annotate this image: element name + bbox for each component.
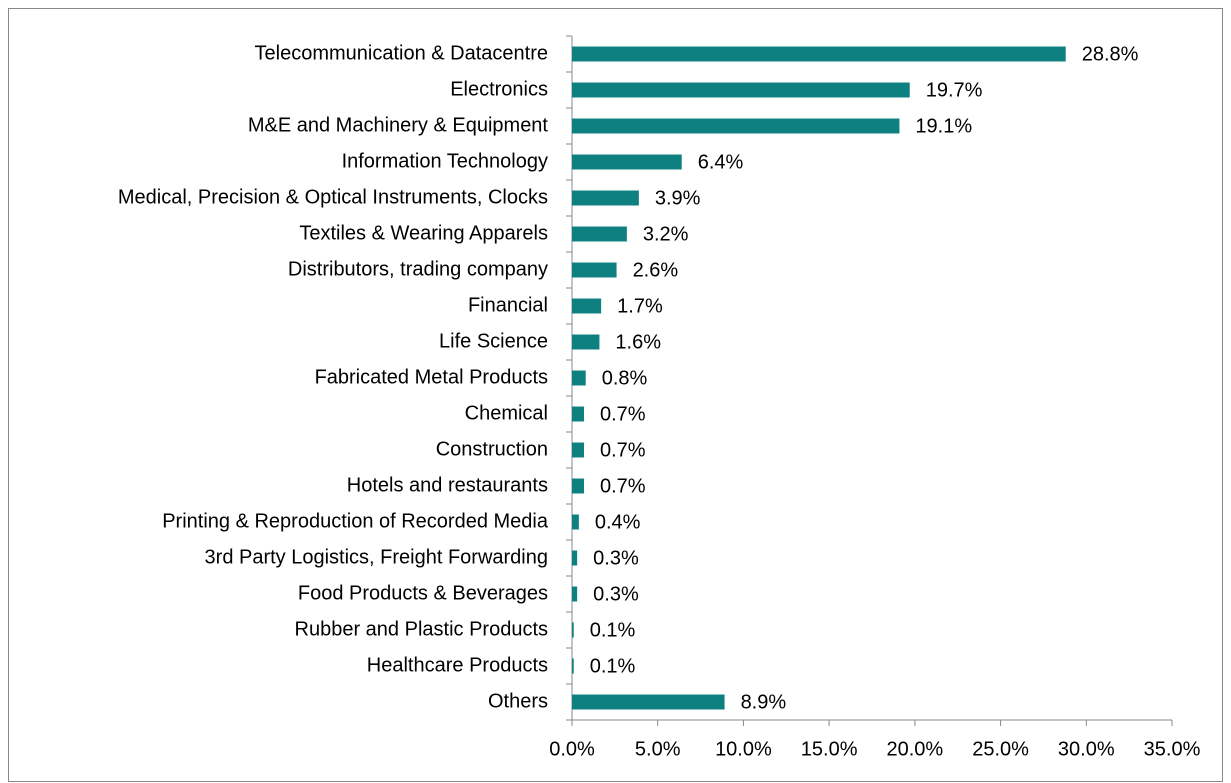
y-tick-label: Food Products & Beverages	[298, 582, 548, 604]
data-label: 0.1%	[590, 655, 636, 677]
bar	[572, 334, 600, 350]
data-label: 3.2%	[643, 223, 689, 245]
bar	[572, 370, 586, 386]
bar	[572, 442, 584, 458]
y-tick-label: Life Science	[439, 330, 548, 352]
bar	[572, 514, 579, 530]
bar	[572, 190, 639, 206]
data-label: 6.4%	[698, 151, 744, 173]
data-label: 0.7%	[600, 403, 646, 425]
bar	[572, 82, 910, 98]
y-tick-label: Financial	[468, 294, 548, 316]
data-label: 2.6%	[633, 259, 679, 281]
data-label: 1.7%	[617, 295, 663, 317]
x-tick-label: 15.0%	[801, 738, 858, 760]
y-tick-label: M&E and Machinery & Equipment	[248, 114, 549, 136]
x-tick-label: 35.0%	[1144, 738, 1201, 760]
y-tick-label: Telecommunication & Datacentre	[255, 42, 548, 64]
data-label: 0.3%	[593, 583, 639, 605]
y-tick-label: Rubber and Plastic Products	[295, 618, 548, 640]
x-tick-label: 0.0%	[549, 738, 595, 760]
x-tick-label: 20.0%	[886, 738, 943, 760]
bar	[572, 478, 584, 494]
x-tick-label: 10.0%	[715, 738, 772, 760]
bar	[572, 406, 584, 422]
x-tick-label: 30.0%	[1058, 738, 1115, 760]
data-label: 0.7%	[600, 439, 646, 461]
data-label: 0.7%	[600, 475, 646, 497]
y-tick-label: Fabricated Metal Products	[315, 366, 548, 388]
data-label: 1.6%	[615, 331, 661, 353]
data-label: 0.8%	[602, 367, 648, 389]
x-tick-label: 5.0%	[635, 738, 681, 760]
y-tick-label: Others	[488, 690, 548, 712]
y-tick-label: Medical, Precision & Optical Instruments…	[118, 186, 548, 208]
bar	[572, 154, 682, 170]
y-tick-label: Healthcare Products	[367, 654, 548, 676]
data-label: 28.8%	[1082, 43, 1139, 65]
data-label: 8.9%	[741, 691, 787, 713]
bar	[572, 298, 602, 314]
y-tick-label: Construction	[436, 438, 548, 460]
y-tick-label: Distributors, trading company	[288, 258, 548, 280]
bar	[572, 226, 627, 242]
bar	[572, 262, 617, 278]
bar	[572, 622, 574, 638]
bar	[572, 658, 574, 674]
y-tick-label: Hotels and restaurants	[347, 474, 548, 496]
y-tick-label: Electronics	[450, 78, 548, 100]
bar	[572, 118, 900, 134]
data-label: 3.9%	[655, 187, 701, 209]
y-tick-label: 3rd Party Logistics, Freight Forwarding	[205, 546, 548, 568]
data-label: 0.3%	[593, 547, 639, 569]
y-tick-label: Chemical	[465, 402, 548, 424]
data-label: 19.7%	[926, 79, 983, 101]
data-label: 0.4%	[595, 511, 641, 533]
y-tick-label: Textiles & Wearing Apparels	[299, 222, 548, 244]
bar	[572, 694, 725, 710]
y-tick-label: Information Technology	[342, 150, 548, 172]
data-label: 0.1%	[590, 619, 636, 641]
y-tick-label: Printing & Reproduction of Recorded Medi…	[162, 510, 549, 532]
x-tick-label: 25.0%	[972, 738, 1029, 760]
chart-border	[8, 8, 1223, 782]
bar	[572, 550, 578, 566]
data-label: 19.1%	[915, 115, 972, 137]
bar	[572, 46, 1066, 62]
bar	[572, 586, 578, 602]
